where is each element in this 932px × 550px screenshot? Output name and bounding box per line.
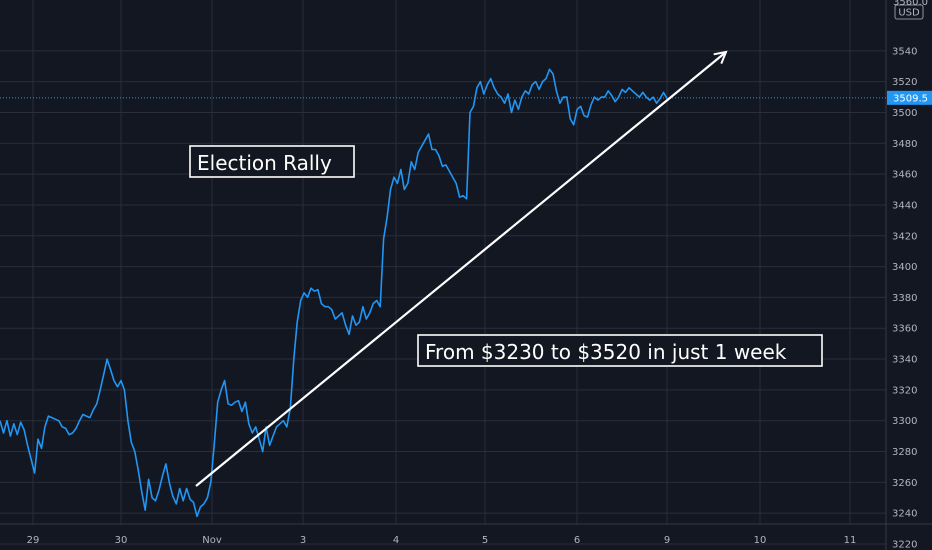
x-tick-label: 5	[482, 535, 488, 546]
annotation-election-rally-text: Election Rally	[197, 151, 332, 175]
last-price-label: 3509.5	[893, 93, 928, 104]
x-tick-label: 6	[574, 535, 580, 546]
currency-badge[interactable]: USD	[894, 4, 924, 20]
x-tick-label: 11	[844, 535, 857, 546]
last-price-tag: 3509.5	[887, 90, 932, 105]
x-tick-label: 4	[393, 535, 399, 546]
x-tick-label: 9	[664, 535, 670, 546]
annotation-election-rally: Election Rally	[189, 145, 355, 178]
y-tick-label: 3500	[892, 108, 917, 119]
currency-label: USD	[898, 8, 920, 19]
y-tick-label: 3560.0	[893, 0, 928, 8]
y-tick-label: 3260	[892, 478, 917, 489]
x-tick-label: 3	[300, 535, 306, 546]
y-tick-label: 3320	[892, 385, 917, 396]
annotation-price-range: From $3230 to $3520 in just 1 week	[417, 334, 823, 367]
y-tick-label: 3460	[892, 170, 917, 181]
x-tick-label: 29	[27, 535, 40, 546]
y-tick-label: 3380	[892, 293, 917, 304]
y-tick-label: 3340	[892, 355, 917, 366]
x-tick-label: Nov	[202, 535, 222, 546]
x-tick-label: 10	[754, 535, 767, 546]
y-tick-label: 3400	[892, 262, 917, 273]
y-tick-label: 3520	[892, 77, 917, 88]
x-tick-label: 30	[115, 535, 128, 546]
y-tick-label: 3220	[892, 540, 917, 550]
trend-arrow	[195, 52, 726, 487]
y-tick-label: 3540	[892, 46, 917, 57]
y-tick-label: 3440	[892, 200, 917, 211]
y-tick-label: 3420	[892, 231, 917, 242]
y-tick-label: 3300	[892, 416, 917, 427]
y-tick-label: 3240	[892, 509, 917, 520]
y-tick-label: 3360	[892, 324, 917, 335]
price-series-line	[0, 68, 668, 518]
y-tick-label: 3280	[892, 447, 917, 458]
annotation-price-range-text: From $3230 to $3520 in just 1 week	[425, 340, 787, 364]
y-tick-label: 3480	[892, 139, 917, 150]
